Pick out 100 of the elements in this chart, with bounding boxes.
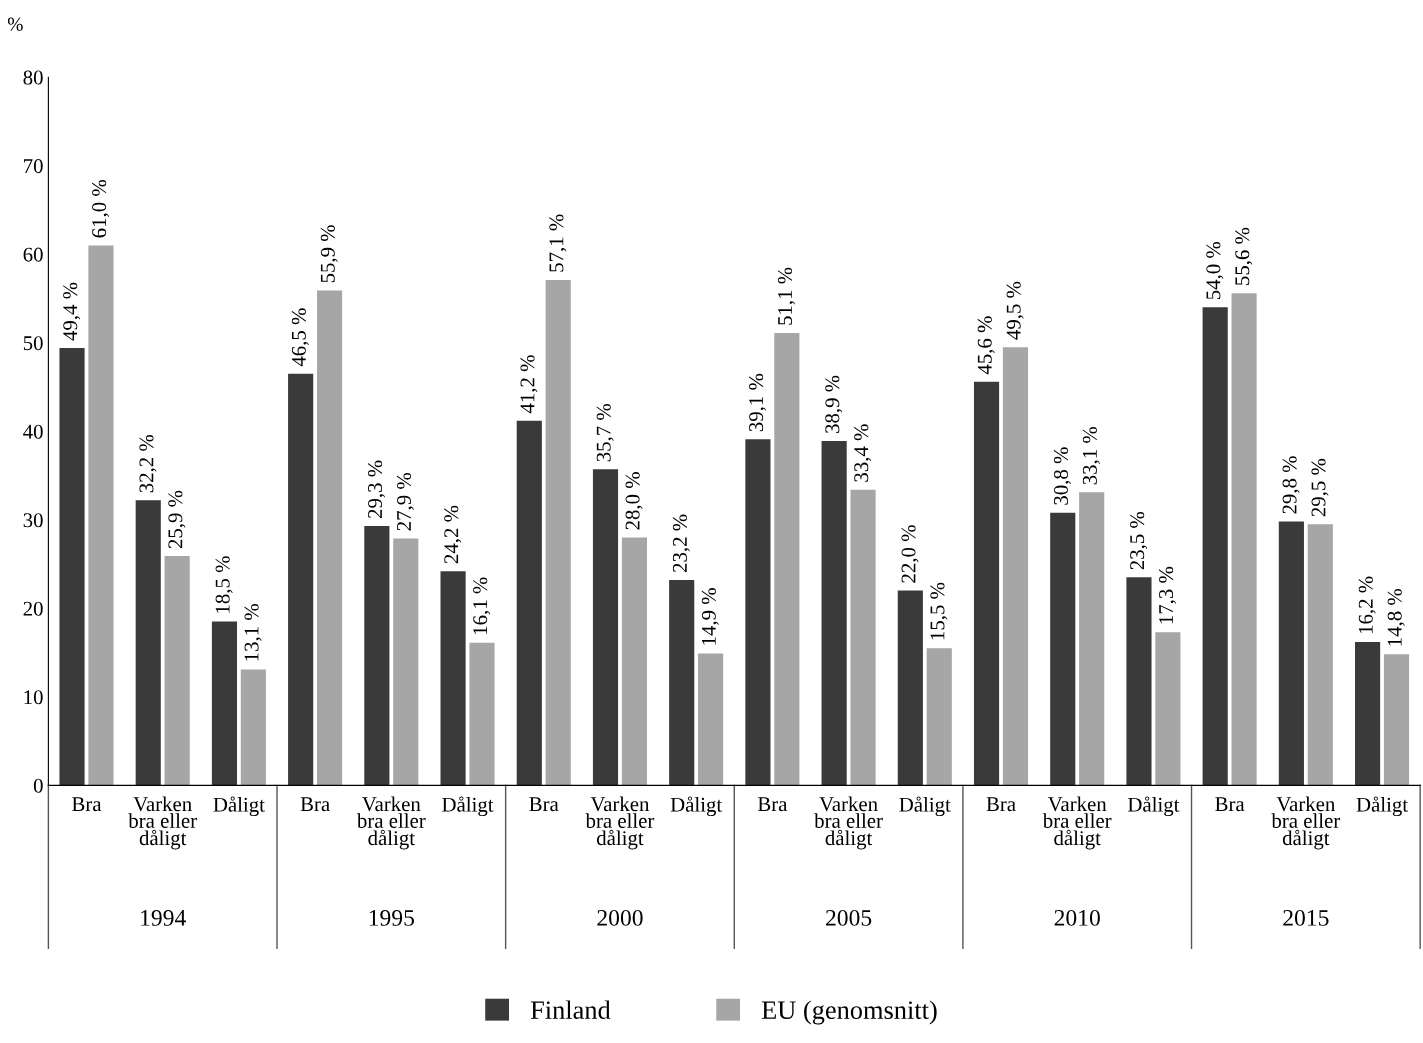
x-tick-label: Bra xyxy=(72,797,102,812)
bar xyxy=(164,556,190,786)
bar xyxy=(897,590,923,786)
bar xyxy=(469,642,495,786)
bar xyxy=(1383,654,1410,786)
x-tick-label: Bra xyxy=(986,797,1016,812)
bar xyxy=(393,538,419,786)
text: 2010 xyxy=(1054,909,1100,926)
data-label: 46,5 % xyxy=(291,308,309,367)
data-label: 32,2 % xyxy=(139,434,157,493)
bar xyxy=(669,580,695,786)
text: 1994 xyxy=(141,909,186,926)
data-label: 27,9 % xyxy=(396,473,414,531)
x-tick-label: Dåligt xyxy=(1356,796,1408,817)
data-label: 23,2 % xyxy=(672,514,690,573)
legend-label: Finland xyxy=(530,1000,611,1020)
x-tick-label: Varken bra eller dåligt xyxy=(356,796,426,850)
x-tick-label: Varken bra eller dåligt xyxy=(1271,796,1341,850)
bar xyxy=(926,648,952,786)
y-tick-label: 0 xyxy=(33,778,43,793)
bar xyxy=(440,571,466,786)
x-tick-label: Dåligt xyxy=(213,796,265,817)
x-tick-label: Dåligt xyxy=(899,796,951,817)
y-tick-label: 50 xyxy=(23,336,43,351)
bar xyxy=(973,381,1000,786)
data-label: 29,8 % xyxy=(1282,456,1300,514)
x-tick-label: Varken bra eller dåligt xyxy=(585,796,655,850)
data-label: 55,9 % xyxy=(320,225,338,283)
y-tick-label: 80 xyxy=(23,70,43,85)
data-label: 35,7 % xyxy=(596,403,614,462)
data-label: 29,3 % xyxy=(368,460,386,519)
x-tick-label: Bra xyxy=(1215,797,1245,812)
data-label: 45,6 % xyxy=(977,316,995,375)
bar xyxy=(211,621,238,786)
bar xyxy=(621,537,647,786)
x-tick-label: Varken bra eller dåligt xyxy=(814,796,883,850)
text: 2000 xyxy=(597,909,643,926)
data-label: 55,6 % xyxy=(1235,227,1253,285)
bar xyxy=(88,245,114,786)
bar xyxy=(1079,492,1105,786)
x-tick-label: Dåligt xyxy=(1127,796,1180,817)
x-tick-label: Varken bra eller dåligt xyxy=(1042,796,1112,850)
data-label: 13,1 % xyxy=(244,604,262,661)
data-label: 25,9 % xyxy=(168,490,186,549)
bar xyxy=(1155,632,1181,786)
y-tick-label: 60 xyxy=(23,247,43,262)
data-label: 22,0 % xyxy=(901,525,919,583)
y-tick-label: 10 xyxy=(24,690,43,705)
bar xyxy=(240,669,266,786)
data-label: 28,0 % xyxy=(625,472,643,530)
x-tick-label: Bra xyxy=(529,797,559,812)
data-label: 30,8 % xyxy=(1053,447,1071,505)
x-tick-label: Dåligt xyxy=(442,796,494,817)
bar xyxy=(1050,512,1076,786)
data-label: 15,5 % xyxy=(930,582,948,640)
data-label: 54,0 % xyxy=(1206,241,1224,300)
data-label: 33,1 % xyxy=(1082,426,1100,485)
x-tick-label: Dåligt xyxy=(670,796,723,817)
data-label: 41,2 % xyxy=(520,355,538,414)
data-label: 61,0 % xyxy=(92,179,110,238)
text: 2015 xyxy=(1283,909,1329,926)
data-label: 49,5 % xyxy=(1006,281,1024,340)
bar xyxy=(1355,641,1381,786)
bar xyxy=(1002,347,1029,786)
data-label: 18,5 % xyxy=(215,556,233,613)
bar xyxy=(1278,521,1304,786)
bar xyxy=(1202,307,1228,786)
bar xyxy=(774,333,800,786)
data-label: 24,2 % xyxy=(444,505,462,564)
bar xyxy=(592,469,619,786)
data-label: 38,9 % xyxy=(825,375,843,433)
data-label: 39,1 % xyxy=(749,373,767,432)
bar xyxy=(850,489,876,786)
x-tick-label: Varken bra eller dåligt xyxy=(128,796,197,850)
bar xyxy=(745,439,771,786)
legend-label: EU (genomsnitt) xyxy=(761,1000,937,1025)
bar xyxy=(1307,524,1333,786)
text: 1995 xyxy=(369,909,415,926)
data-label: 16,2 % xyxy=(1358,576,1376,634)
data-label: 16,1 % xyxy=(473,577,491,634)
y-tick-label: 70 xyxy=(24,159,43,174)
bar xyxy=(59,348,85,786)
data-label: 14,9 % xyxy=(701,588,719,645)
data-label: 33,4 % xyxy=(854,424,872,482)
data-label: 49,4 % xyxy=(63,282,81,341)
bar xyxy=(135,500,161,786)
data-label: 17,3 % xyxy=(1159,566,1177,624)
data-label: 23,5 % xyxy=(1130,511,1148,570)
x-tick-label: Bra xyxy=(757,797,788,812)
data-label: 14,8 % xyxy=(1387,588,1405,646)
bar xyxy=(364,526,390,786)
data-label: 57,1 % xyxy=(549,214,567,272)
y-axis-title: % xyxy=(7,17,23,31)
text: 2005 xyxy=(826,909,872,926)
bar xyxy=(545,279,571,786)
y-tick-label: 30 xyxy=(23,513,43,528)
bar xyxy=(288,373,314,786)
bar xyxy=(317,290,343,786)
bar xyxy=(516,420,542,786)
data-label: 29,5 % xyxy=(1311,458,1329,517)
